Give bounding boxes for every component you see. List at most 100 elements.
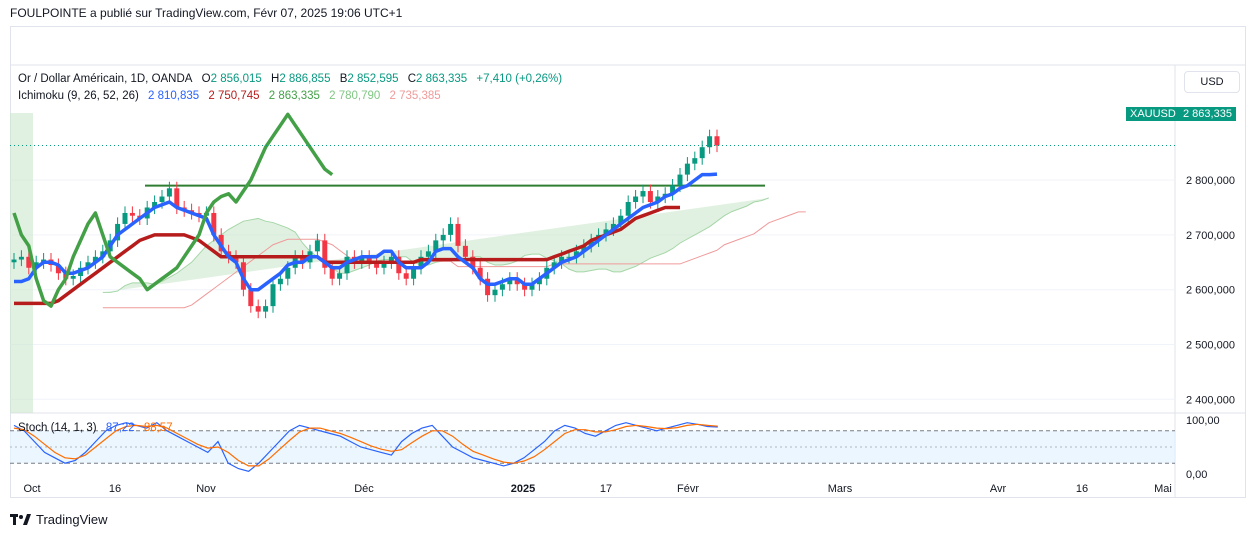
stoch-tick-label: 0,00 — [1186, 469, 1207, 481]
candle-body — [411, 267, 417, 279]
ichimoku-lagging-value: 2 863,335 — [268, 90, 320, 102]
symbol-legend: Or / Dollar Américain, 1D, OANDA O2 856,… — [18, 73, 568, 85]
candle-body — [507, 278, 513, 285]
time-tick-label: Avr — [990, 483, 1007, 495]
ichimoku-name: Ichimoku (9, 26, 52, 26) — [18, 90, 139, 102]
candle-body — [477, 267, 483, 279]
candle-body — [684, 163, 690, 175]
candle-body — [677, 174, 683, 186]
candle-body — [448, 223, 454, 235]
candle-body — [499, 284, 505, 290]
stoch-k-value: 87,22 — [105, 422, 135, 434]
ichimoku-lagging-line — [12, 112, 334, 308]
candle-body — [159, 196, 165, 203]
candle-body — [277, 278, 283, 285]
price-tick-label: 2 700,000 — [1186, 230, 1235, 242]
candle-body — [211, 212, 217, 235]
symbol-price-tag: XAUUSD — [1126, 107, 1180, 121]
candle-body — [285, 267, 291, 279]
time-tick-label: Nov — [196, 483, 216, 495]
stoch-d-line — [13, 423, 718, 467]
close-label: C — [407, 73, 417, 85]
tradingview-logo-icon — [10, 513, 31, 525]
candle-body — [485, 278, 491, 296]
stoch-k-line — [13, 421, 718, 472]
candle-body — [70, 275, 76, 279]
high-label: H — [271, 73, 280, 85]
candle-body — [647, 191, 653, 203]
ichimoku-lead-b-value: 2 735,385 — [389, 90, 441, 102]
time-tick-label: Déc — [354, 483, 374, 495]
open-value: 2 856,015 — [210, 73, 262, 85]
stoch-tick-label: 100,00 — [1186, 415, 1220, 427]
candle-body — [85, 262, 91, 268]
time-tick-label: 2025 — [511, 483, 535, 495]
candle-body — [492, 289, 498, 296]
candle-body — [610, 223, 616, 230]
candle-body — [248, 289, 254, 307]
footer-brand[interactable]: TradingView — [10, 512, 108, 527]
candle-body — [388, 256, 394, 263]
ichimoku-conversion-value: 2 810,835 — [148, 90, 200, 102]
candle-body — [699, 147, 705, 159]
candle-body — [314, 240, 320, 252]
candle-body — [129, 212, 135, 216]
time-tick-label: Févr — [677, 483, 699, 495]
time-tick-label: 16 — [1076, 483, 1088, 495]
candle-body — [18, 256, 24, 260]
footer-brand-label: TradingView — [36, 512, 108, 527]
time-tick-label: Mars — [828, 483, 853, 495]
candle-body — [670, 185, 676, 194]
candle-body — [470, 256, 476, 268]
published-by-header: FOULPOINTE a publié sur TradingView.com,… — [10, 6, 403, 20]
candle-body — [625, 202, 631, 216]
candle-body — [166, 188, 172, 197]
candle-body — [603, 229, 609, 235]
candle-body — [322, 240, 328, 268]
candle-body — [573, 251, 579, 257]
stoch-name: Stoch (14, 1, 3) — [18, 422, 97, 434]
candle-body — [381, 262, 387, 268]
candle-body — [337, 273, 343, 279]
cloud-lead-b-line — [102, 211, 806, 309]
candle-body — [692, 158, 698, 164]
price-tick-label: 2 400,000 — [1186, 394, 1235, 406]
candle-body — [707, 136, 713, 148]
candle-body — [359, 256, 365, 263]
candle-body — [233, 256, 239, 263]
stoch-d-value: 88,57 — [143, 422, 173, 434]
price-tick-label: 2 500,000 — [1186, 339, 1235, 351]
candle-body — [462, 245, 468, 257]
low-label: B — [339, 73, 348, 85]
candle-body — [551, 262, 557, 268]
candle-body — [396, 256, 402, 274]
candle-body — [566, 256, 572, 258]
close-value: 2 863,335 — [416, 73, 468, 85]
change-value: +7,410 (+0,26%) — [476, 73, 563, 85]
candle-body — [55, 265, 61, 274]
low-value: 2 852,595 — [347, 73, 399, 85]
candle-body — [522, 284, 528, 290]
candle-body — [640, 191, 646, 197]
candle-body — [440, 234, 446, 241]
candle-body — [588, 240, 594, 246]
candle-body — [514, 278, 520, 285]
price-tick-label: 2 800,000 — [1186, 175, 1235, 187]
stoch-legend: Stoch (14, 1, 3) 87,22 88,57 — [18, 422, 179, 434]
symbol-name: Or / Dollar Américain, 1D, OANDA — [18, 73, 193, 85]
candle-body — [559, 256, 565, 263]
candle-body — [270, 284, 276, 307]
last-price-tag: 2 863,335 — [1179, 107, 1236, 121]
time-tick-label: Mai — [1154, 483, 1172, 495]
price-tick-label: 2 600,000 — [1186, 285, 1235, 297]
candle-body — [374, 262, 380, 268]
ichimoku-base-value: 2 750,745 — [208, 90, 260, 102]
candle-body — [403, 273, 409, 279]
candle-body — [366, 256, 372, 263]
time-tick-label: Oct — [23, 483, 40, 495]
currency-button[interactable]: USD — [1184, 71, 1240, 93]
ichimoku-legend: Ichimoku (9, 26, 52, 26) 2 810,835 2 750… — [18, 90, 447, 102]
high-value: 2 886,855 — [279, 73, 331, 85]
ichimoku-lead-a-value: 2 780,790 — [329, 90, 381, 102]
